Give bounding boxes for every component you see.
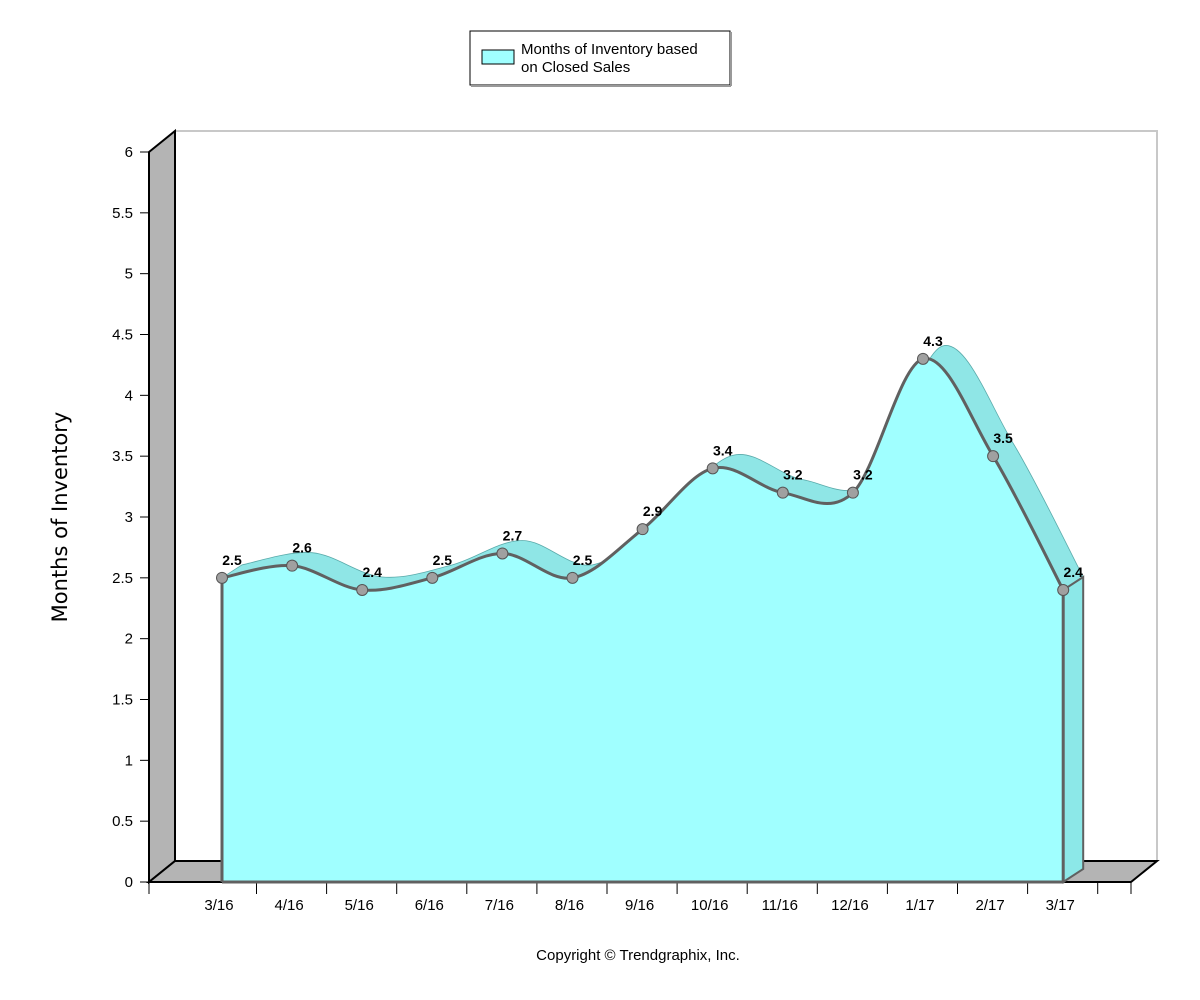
data-point [496,547,509,560]
y-tick-label: 1 [125,752,133,769]
legend-label-line1: Months of Inventory based [521,41,698,58]
data-label: 3.2 [783,467,803,483]
x-tick-label: 9/16 [625,897,654,914]
data-label: 4.3 [923,333,943,349]
y-tick-label: 5 [125,266,133,283]
x-tick-label: 12/16 [831,897,869,914]
data-point [917,352,929,365]
data-point [636,523,649,536]
data-label: 2.7 [503,528,523,544]
x-tick-label: 5/16 [345,897,374,914]
data-label: 2.4 [1063,564,1083,580]
data-point [566,571,579,584]
legend-swatch [481,49,515,65]
area-front-face [222,358,1064,882]
legend: Months of Inventory based on Closed Sale… [469,30,732,87]
y-tick-label: 6 [125,144,133,161]
x-tick-label: 6/16 [415,897,444,914]
data-point [846,486,859,499]
data-point [286,559,299,572]
data-label: 3.5 [993,430,1013,446]
series-line [220,357,1065,884]
data-label: 2.9 [643,503,663,519]
x-tick-label: 8/16 [555,897,584,914]
y-tick-label: 2.5 [112,570,133,587]
x-tick-label: 1/17 [905,897,934,914]
y-tick-label: 4 [125,387,133,404]
x-tick-label: 3/17 [1046,897,1075,914]
data-point [776,486,789,499]
x-tick-label: 7/16 [485,897,514,914]
data-point [987,450,1000,463]
data-label: 3.2 [853,467,873,483]
y-tick-label: 2 [125,631,133,648]
data-point [216,571,228,584]
x-tick-label: 4/16 [274,897,303,914]
y-axis-title: Months of Inventory [48,412,72,623]
y-tick-label: 5.5 [112,205,133,222]
data-point [356,584,369,596]
copyright-text: Copyright © Trendgraphix, Inc. [536,947,740,964]
x-tick-label: 10/16 [691,897,729,914]
data-label: 2.5 [573,552,593,568]
data-label: 3.4 [713,442,733,458]
data-label: 2.6 [292,540,312,556]
y-tick-label: 0.5 [112,813,133,830]
x-axis: 3/16 4/16 5/16 6/16 7/16 8/16 9/16 10/16 11/16 12… [148,881,1132,914]
y-tick-label: 0 [125,874,133,891]
y-tick-label: 1.5 [112,692,133,709]
data-point [426,571,439,584]
data-point [1057,584,1070,596]
back-wall-border [175,130,1158,861]
data-label: 2.4 [362,564,382,580]
y-tick-label: 4.5 [112,327,133,344]
x-tick-label: 2/17 [975,897,1004,914]
y-tick-label: 3.5 [112,448,133,465]
data-label: 2.5 [222,552,242,568]
left-wall [148,128,176,885]
y-tick-label: 3 [125,509,133,526]
data-point [706,462,719,475]
legend-label-line2: on Closed Sales [521,59,630,76]
y-axis: 0 0.5 1 1.5 2 2.5 3 3.5 4 4.5 5 5.5 6 [112,144,150,891]
data-label: 2.5 [433,552,453,568]
x-tick-label: 3/16 [204,897,233,914]
area-side-face [1062,575,1085,884]
x-tick-label: 11/16 [762,897,798,914]
series-area: 2.5 2.6 2.4 2.5 2.7 2.5 2.9 3.4 3.2 3.2 4.3 3.5 2.4 [216,333,1085,884]
